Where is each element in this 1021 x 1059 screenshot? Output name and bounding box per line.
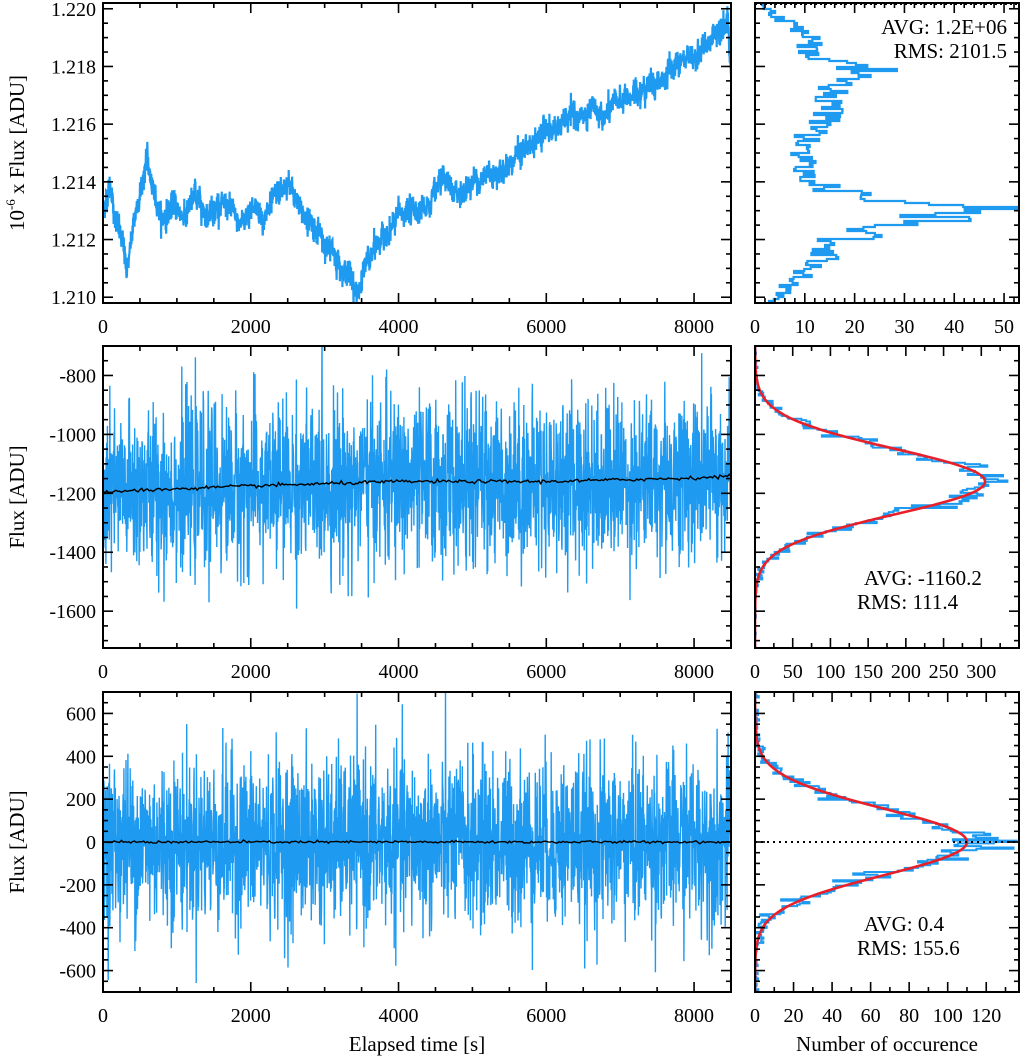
bottom-lightcurve-xlabel: Elapsed time [s]: [349, 1032, 485, 1056]
bottom-lightcurve-ytick-label: -600: [59, 961, 96, 983]
top-lightcurve-xtick-label: 4000: [379, 316, 419, 338]
middle-histogram-xtick-label: 250: [929, 661, 959, 683]
middle-lightcurve-xtick-label: 6000: [526, 661, 566, 683]
middle-lightcurve-ylabel: Flux [ADU]: [5, 445, 29, 548]
bottom-histogram-avg: AVG: 0.4: [864, 912, 945, 936]
middle-histogram-rms: RMS: 111.4: [857, 590, 959, 614]
middle-histogram-xtick-label: 200: [891, 661, 921, 683]
top-lightcurve-ytick-label: 1.218: [51, 56, 96, 78]
middle-histogram-xtick-label: 300: [966, 661, 996, 683]
ylabel-exponent: -6: [3, 199, 18, 210]
bottom-histogram-rms: RMS: 155.6: [857, 936, 960, 960]
bottom-lightcurve-ytick-label: 600: [66, 703, 96, 725]
bottom-histogram-xlabel: Number of occurence: [796, 1032, 978, 1056]
top-lightcurve-xtick-label: 2000: [231, 316, 271, 338]
ylabel-base: 10: [5, 210, 29, 231]
top-lightcurve-ytick-label: 1.214: [51, 172, 96, 194]
middle-lightcurve-ytick-label: -1400: [49, 542, 96, 564]
bottom-histogram-xtick-label: 100: [933, 1005, 963, 1027]
bottom-histogram-xtick-label: 60: [861, 1005, 881, 1027]
top-histogram-xtick-label: 10: [795, 316, 815, 338]
top-lightcurve-ytick-label: 1.216: [51, 114, 96, 136]
top-lightcurve-xtick-label: 8000: [674, 316, 714, 338]
middle-lightcurve-ytick-label: -1000: [49, 424, 96, 446]
top-histogram-xtick-label: 50: [994, 316, 1014, 338]
bottom-histogram-xtick-label: 40: [822, 1005, 842, 1027]
middle-histogram-xtick-label: 0: [750, 661, 760, 683]
bottom-lightcurve-xtick-label: 6000: [526, 1005, 566, 1027]
middle-lightcurve-mean-line: [103, 473, 731, 495]
middle-lightcurve-xtick-label: 4000: [379, 661, 419, 683]
bottom-lightcurve-xtick-label: 2000: [231, 1005, 271, 1027]
middle-lightcurve-xtick-label: 8000: [674, 661, 714, 683]
middle-histogram-xtick-label: 100: [815, 661, 845, 683]
top-histogram-xtick-label: 20: [845, 316, 865, 338]
bottom-lightcurve-mean-line: [103, 838, 731, 845]
bottom-lightcurve-xtick-label: 0: [98, 1005, 108, 1027]
top-lightcurve-panel: 0 2000 4000 6000 8000 1.210 1.212 1.214 1.216 1.2…: [3, 0, 732, 338]
bottom-lightcurve-xtick-label: 8000: [674, 1005, 714, 1027]
middle-lightcurve-xtick-label: 0: [98, 661, 108, 683]
middle-lightcurve-panel: 0 2000 4000 6000 8000 -1600 -1400 -1200 -1000 -80…: [5, 345, 732, 683]
middle-lightcurve-ytick-label: -1200: [49, 483, 96, 505]
middle-lightcurve-xtick-label: 2000: [231, 661, 271, 683]
bottom-lightcurve-panel: 0 2000 4000 6000 8000 -600 -400 -200 0 200 400 600 F…: [5, 691, 732, 1056]
bottom-lightcurve-series: [103, 692, 731, 984]
middle-lightcurve-ytick-label: -800: [59, 365, 96, 387]
bottom-histogram-xtick-label: 120: [971, 1005, 1001, 1027]
bottom-lightcurve-ytick-label: -200: [59, 875, 96, 897]
top-lightcurve-ylabel: 10-6 x Flux [ADU]: [3, 75, 29, 231]
top-histogram-rms: RMS: 2101.5: [894, 39, 1007, 63]
top-lightcurve-ytick-label: 1.210: [51, 287, 96, 309]
bottom-histogram-xtick-label: 80: [899, 1005, 919, 1027]
top-lightcurve-xtick-label: 6000: [526, 316, 566, 338]
bottom-histogram-xtick-label: 20: [784, 1005, 804, 1027]
bottom-lightcurve-ytick-label: -400: [59, 918, 96, 940]
top-histogram-xtick-label: 0: [750, 316, 760, 338]
middle-histogram-xtick-label: 50: [783, 661, 803, 683]
bottom-lightcurve-ytick-label: 200: [66, 789, 96, 811]
top-lightcurve-frame: [102, 2, 732, 304]
top-lightcurve-ytick-label: 1.220: [51, 0, 96, 21]
bottom-lightcurve-ylabel: Flux [ADU]: [5, 790, 29, 893]
middle-lightcurve-frame: [102, 345, 732, 649]
top-histogram-avg: AVG: 1.2E+06: [881, 15, 1007, 39]
middle-lightcurve-ytick-label: -1600: [49, 601, 96, 623]
bottom-lightcurve-ytick-label: 400: [66, 746, 96, 768]
ylabel-suffix: x Flux [ADU]: [5, 75, 29, 199]
top-histogram-series: [760, 3, 1019, 303]
bottom-lightcurve-xtick-label: 4000: [379, 1005, 419, 1027]
middle-lightcurve-series: [103, 346, 731, 609]
top-lightcurve-xtick-label: 0: [98, 316, 108, 338]
bottom-histogram-xtick-label: 0: [750, 1005, 760, 1027]
top-lightcurve-series: [103, 6, 731, 303]
middle-histogram-avg: AVG: -1160.2: [864, 566, 982, 590]
top-lightcurve-ytick-label: 1.212: [51, 230, 96, 252]
bottom-lightcurve-ytick-label: 0: [86, 832, 96, 854]
top-histogram-xtick-label: 30: [894, 316, 914, 338]
middle-histogram-xtick-label: 150: [853, 661, 883, 683]
top-histogram-xtick-label: 40: [944, 316, 964, 338]
